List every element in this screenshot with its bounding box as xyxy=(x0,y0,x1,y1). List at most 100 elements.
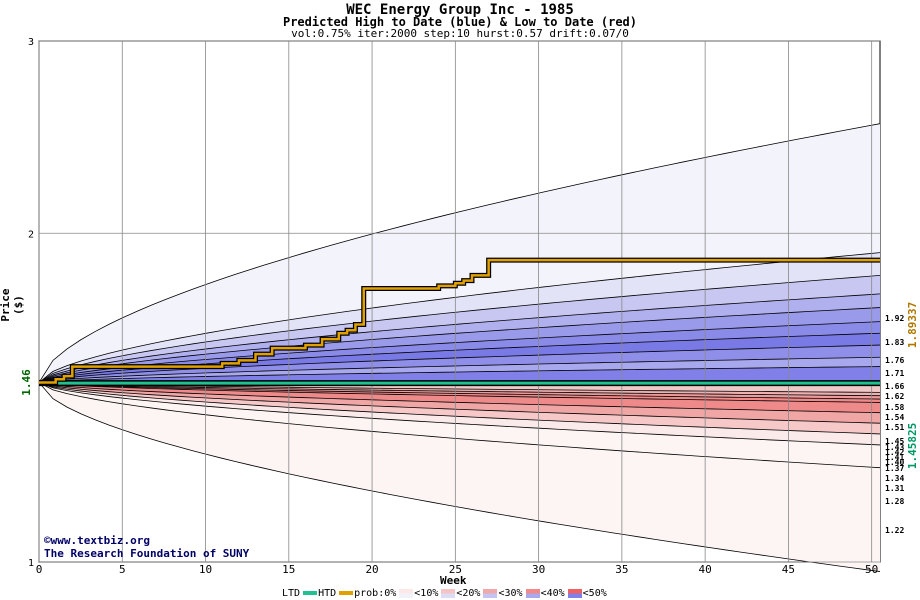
legend-swatch xyxy=(441,588,456,598)
grid: 0 5 10 15 20 25 30 35 40 45 50 1 2 3 xyxy=(28,37,880,576)
x-tick-label: 45 xyxy=(782,563,795,576)
low-band-4 xyxy=(39,382,880,413)
low-value-label: 1.31 xyxy=(885,484,904,493)
band-line-16 xyxy=(38,382,881,435)
band-line-18 xyxy=(38,382,881,469)
credit-url: www.textbiz.org xyxy=(50,534,150,547)
low-value-label: 1.40 xyxy=(885,458,904,467)
chart-subtitle: Predicted High to Date (blue) & Low to D… xyxy=(282,15,637,29)
high-band-6 xyxy=(39,333,880,383)
x-tick-label: 5 xyxy=(119,563,126,576)
legend: LTD HTD prob:0% <10% <20% <30% <40% <50% xyxy=(282,587,609,599)
low-band-5 xyxy=(39,382,880,424)
y-tick-label: 1 xyxy=(28,558,34,569)
x-axis-label: Week xyxy=(440,574,467,587)
high-value-label: 1.92 xyxy=(885,314,904,323)
y-tick-label: 3 xyxy=(28,37,34,48)
high-band-2 xyxy=(39,275,880,383)
low-value-label: 1.22 xyxy=(885,526,904,535)
htd-final-value: 1.89337 xyxy=(906,302,919,348)
x-tick-label: 10 xyxy=(199,563,212,576)
high-value-label: 1.45 xyxy=(885,437,904,446)
low-band-6 xyxy=(39,382,880,434)
legend-item-label: <50% xyxy=(582,587,607,599)
band-line-11 xyxy=(38,382,881,397)
x-tick-label: 30 xyxy=(532,563,545,576)
high-value-label: 1.76 xyxy=(885,356,904,365)
legend-swatch xyxy=(399,588,414,598)
probability-bands xyxy=(39,123,880,572)
credit-link[interactable]: ©www.textbiz.org xyxy=(44,534,150,547)
high-value-label: 1.71 xyxy=(885,369,904,378)
legend-swatch xyxy=(567,588,582,598)
low-band-3 xyxy=(39,382,880,403)
high-band-0 xyxy=(39,123,880,383)
x-tick-label: 20 xyxy=(365,563,378,576)
high-value-label: 1.58 xyxy=(885,403,904,412)
high-band-8 xyxy=(39,357,880,383)
band-line-14 xyxy=(38,382,881,414)
low-value-label: 1.41 xyxy=(885,453,904,462)
legend-swatch xyxy=(483,588,498,598)
band-line-3 xyxy=(38,293,881,383)
band-line-0 xyxy=(38,123,881,383)
legend-htd-label: HTD xyxy=(318,587,337,599)
htd-line xyxy=(39,258,880,384)
low-band-8 xyxy=(39,382,880,468)
band-line-19 xyxy=(38,382,881,572)
high-value-label: 1.51 xyxy=(885,423,904,432)
high-band-9 xyxy=(39,366,880,383)
band-line-8 xyxy=(38,356,881,383)
high-value-label: 1.83 xyxy=(885,338,904,347)
x-tick-label: 25 xyxy=(449,563,462,576)
band-line-1 xyxy=(38,252,881,383)
x-tick-label: 40 xyxy=(699,563,712,576)
high-value-label: 1.66 xyxy=(885,382,904,391)
legend-ltd-label: LTD xyxy=(282,587,301,599)
legend-prob-label: prob:0% xyxy=(354,587,397,599)
band-line-5 xyxy=(38,321,881,383)
right-labels: 1.92 1.83 1.76 1.71 1.661.62 1.581.541.51 1.45… xyxy=(885,314,904,535)
legend-item-label: <10% xyxy=(414,587,439,599)
low-value-label: 1.34 xyxy=(885,474,904,483)
credit-org: The Research Foundation of SUNY xyxy=(44,547,250,560)
band-line-7 xyxy=(38,344,881,383)
x-tick-label: 50 xyxy=(865,563,878,576)
high-value-label: 1.62 xyxy=(885,392,904,401)
legend-item-label: <40% xyxy=(540,587,565,599)
band-line-2 xyxy=(38,275,881,383)
y-axis-label: Price ($) xyxy=(0,288,25,322)
high-band-7 xyxy=(39,345,880,383)
start-price-label: 1.46 xyxy=(20,369,33,396)
band-line-17 xyxy=(38,382,881,446)
legend-item-label: <30% xyxy=(498,587,523,599)
high-value-label: 1.54 xyxy=(885,413,904,422)
high-band-4 xyxy=(39,307,880,383)
low-band-7 xyxy=(39,382,880,445)
low-band-9 xyxy=(39,382,880,572)
chart-params: vol:0.75% iter:2000 step:10 hurst:0.57 d… xyxy=(291,27,629,40)
low-value-label: 1.37 xyxy=(885,464,904,473)
low-band-2 xyxy=(39,382,880,400)
high-band-3 xyxy=(39,293,880,383)
band-line-9 xyxy=(38,366,881,383)
low-value-label: 1.42 xyxy=(885,448,904,457)
low-value-label: 1.28 xyxy=(885,497,904,506)
legend-item-label: <20% xyxy=(456,587,481,599)
band-line-13 xyxy=(38,382,881,403)
credit-block: ©www.textbiz.org The Research Foundation… xyxy=(44,534,249,560)
band-line-12 xyxy=(38,382,881,400)
band-line-15 xyxy=(38,382,881,424)
x-tick-label: 15 xyxy=(282,563,295,576)
chart-title: WEC Energy Group Inc - 1985 xyxy=(346,2,574,18)
ltd-final-value: 1.45825 xyxy=(906,423,919,469)
legend-swatch xyxy=(525,588,540,598)
x-tick-label: 35 xyxy=(615,563,628,576)
band-line-4 xyxy=(38,307,881,383)
high-band-1 xyxy=(39,252,880,383)
low-value-label: 1.43 xyxy=(885,443,904,452)
band-boundaries xyxy=(38,123,881,572)
high-band-5 xyxy=(39,321,880,383)
legend-htd-swatch xyxy=(339,591,354,595)
